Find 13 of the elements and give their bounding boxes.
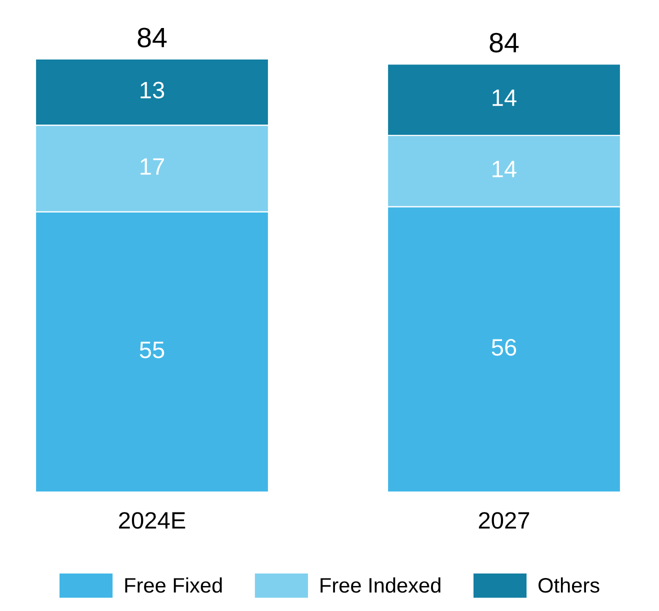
data-label: 56: [492, 338, 516, 356]
total-label: 84: [490, 32, 519, 52]
legend-label: Others: [538, 577, 600, 593]
total-label: 84: [138, 28, 167, 48]
legend-label: Free Fixed: [125, 577, 222, 593]
data-label: 14: [492, 160, 516, 178]
data-label: 13: [140, 82, 164, 98]
data-label: 55: [140, 342, 164, 358]
x-tick-label: 2027: [478, 512, 530, 529]
legend-label: Free Indexed: [320, 577, 440, 593]
data-label: 17: [140, 158, 164, 175]
data-label: 14: [492, 90, 516, 106]
x-tick-label: 2024E: [119, 512, 186, 529]
